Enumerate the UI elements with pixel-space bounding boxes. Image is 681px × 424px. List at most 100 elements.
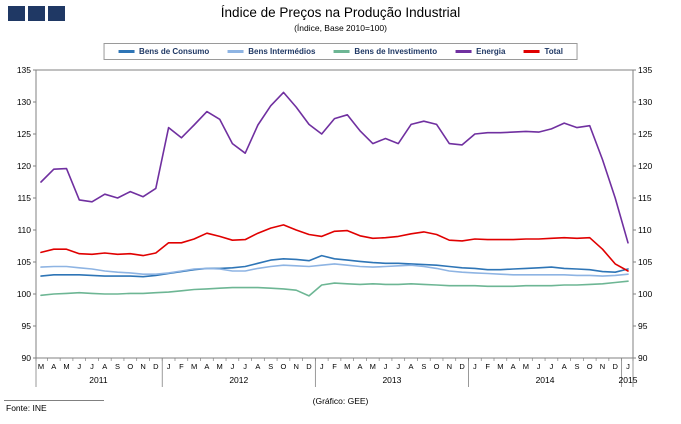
x-month-label: J (473, 362, 477, 371)
legend-label: Bens de Consumo (139, 47, 210, 56)
y-axis-label: 120 (638, 161, 652, 171)
logo (8, 6, 65, 21)
x-month-label: S (268, 362, 273, 371)
x-month-label: S (421, 362, 426, 371)
x-month-label: M (217, 362, 223, 371)
chart-subtitle: (Índice, Base 2010=100) (294, 23, 387, 33)
plot-area (35, 69, 634, 359)
x-month-label: O (587, 362, 593, 371)
legend-swatch (523, 50, 540, 53)
y-axis-label: 125 (638, 129, 652, 139)
y-axis-label: 130 (17, 97, 31, 107)
x-month-label: J (167, 362, 171, 371)
x-month-label: J (90, 362, 94, 371)
x-month-label: J (396, 362, 400, 371)
y-axis-label: 95 (22, 321, 32, 331)
y-axis-label: 100 (638, 289, 652, 299)
x-month-label: M (63, 362, 69, 371)
x-month-label: A (102, 362, 107, 371)
y-axis-label: 110 (638, 225, 652, 235)
x-month-label: A (358, 362, 363, 371)
legend-item: Bens Intermédios (227, 47, 315, 56)
y-axis-label: 135 (17, 65, 31, 75)
x-month-label: D (459, 362, 465, 371)
x-month-label: F (332, 362, 337, 371)
x-month-label: M (370, 362, 376, 371)
x-month-label: M (497, 362, 503, 371)
x-month-label: O (281, 362, 287, 371)
x-month-label: M (344, 362, 350, 371)
x-month-label: N (447, 362, 452, 371)
legend-swatch (227, 50, 244, 53)
x-month-label: S (574, 362, 579, 371)
x-month-label: A (255, 362, 260, 371)
x-month-label: D (306, 362, 312, 371)
y-axis-label: 90 (638, 353, 648, 363)
legend-item: Energia (455, 47, 505, 56)
x-month-label: D (153, 362, 159, 371)
x-month-label: J (243, 362, 247, 371)
x-month-label: J (320, 362, 324, 371)
x-month-label: A (204, 362, 209, 371)
x-year-label: 2015 (619, 375, 638, 385)
price-index-line-chart: 90 90 95 95 100 100 105 105 110 110 115 115 120 120 12… (17, 65, 652, 387)
x-month-label: J (231, 362, 235, 371)
legend: Bens de Consumo Bens Intermédios Bens de I… (103, 43, 578, 60)
legend-swatch (118, 50, 135, 53)
legend-swatch (455, 50, 472, 53)
x-year-label: 2011 (89, 375, 108, 385)
credit-note: (Gráfico: GEE) (312, 396, 369, 406)
legend-label: Total (544, 47, 563, 56)
x-month-label: N (600, 362, 605, 371)
chart-title: Índice de Preços na Produção Industrial (220, 5, 461, 20)
x-month-label: N (294, 362, 299, 371)
x-month-label: F (485, 362, 490, 371)
legend-item: Bens de Consumo (118, 47, 209, 56)
legend-label: Bens de Investimento (354, 47, 438, 56)
x-month-label: F (179, 362, 184, 371)
x-month-label: M (38, 362, 44, 371)
legend-item: Total (523, 47, 563, 56)
legend-swatch (333, 50, 350, 53)
x-month-label: D (613, 362, 619, 371)
x-month-label: A (511, 362, 516, 371)
x-month-label: J (550, 362, 554, 371)
x-month-label: A (562, 362, 567, 371)
y-axis-label: 115 (17, 193, 31, 203)
legend-label: Energia (476, 47, 506, 56)
x-month-label: M (191, 362, 197, 371)
x-month-label: J (537, 362, 541, 371)
y-axis-label: 105 (638, 257, 652, 267)
y-axis-label: 135 (638, 65, 652, 75)
x-month-label: M (523, 362, 529, 371)
x-month-label: J (384, 362, 388, 371)
source-note: Fonte: INE (6, 403, 47, 413)
logo-square (48, 6, 65, 21)
series-line-energia (40, 91, 629, 244)
x-month-label: S (115, 362, 120, 371)
x-month-label: O (127, 362, 133, 371)
x-month-label: N (140, 362, 145, 371)
x-month-label: J (626, 362, 630, 371)
series-line-bens-de-investimento (40, 280, 629, 297)
series-line-bens-intermedios (40, 263, 629, 277)
y-axis-label: 125 (17, 129, 31, 139)
x-year-label: 2014 (536, 375, 555, 385)
y-axis-label: 110 (17, 225, 31, 235)
legend-label: Bens Intermédios (248, 47, 316, 56)
y-axis-label: 130 (638, 97, 652, 107)
y-axis-label: 115 (638, 193, 652, 203)
y-axis-label: 120 (17, 161, 31, 171)
y-axis-label: 90 (22, 353, 32, 363)
x-month-label: J (77, 362, 81, 371)
x-month-label: A (409, 362, 414, 371)
series-line-total (40, 224, 629, 272)
y-axis-label: 100 (17, 289, 31, 299)
logo-square (8, 6, 25, 21)
y-axis-label: 95 (638, 321, 648, 331)
x-year-label: 2012 (229, 375, 248, 385)
x-month-label: A (51, 362, 56, 371)
x-year-label: 2013 (382, 375, 401, 385)
series-line-bens-de-consumo (40, 254, 629, 278)
y-axis-label: 105 (17, 257, 31, 267)
